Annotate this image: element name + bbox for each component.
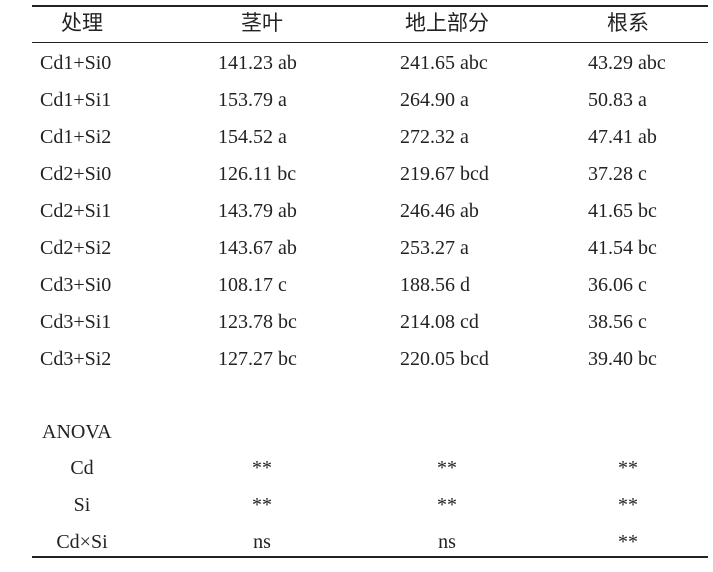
row-label: Cd3+Si1	[40, 311, 112, 333]
row-label: Cd1+Si0	[40, 52, 112, 74]
data-cell: 253.27 a	[400, 237, 469, 259]
data-cell: 38.56 c	[588, 311, 647, 333]
anova-label: Si	[73, 494, 91, 516]
data-cell: 214.08 cd	[400, 311, 479, 333]
data-cell: 272.32 a	[400, 126, 469, 148]
top-rule	[32, 5, 708, 7]
header-rule	[32, 42, 708, 43]
anova-cell: ns	[438, 531, 456, 553]
anova-label: Cd	[70, 457, 94, 479]
data-cell: 41.65 bc	[588, 200, 657, 222]
anova-title: ANOVA	[42, 421, 112, 443]
data-cell: 37.28 c	[588, 163, 647, 185]
header-cell: 茎叶	[241, 11, 283, 35]
anova-cell: **	[252, 494, 272, 516]
data-cell: 108.17 c	[218, 274, 287, 296]
row-label: Cd2+Si0	[40, 163, 112, 185]
data-cell: 41.54 bc	[588, 237, 657, 259]
data-cell: 127.27 bc	[218, 348, 297, 370]
data-cell: 47.41 ab	[588, 126, 657, 148]
anova-cell: **	[437, 457, 457, 479]
row-label: Cd3+Si0	[40, 274, 112, 296]
anova-label: Cd×Si	[56, 531, 108, 553]
data-cell: 43.29 abc	[588, 52, 666, 74]
row-label: Cd3+Si2	[40, 348, 112, 370]
data-cell: 154.52 a	[218, 126, 287, 148]
anova-cell: **	[618, 531, 638, 553]
data-cell: 246.46 ab	[400, 200, 479, 222]
data-cell: 143.79 ab	[218, 200, 297, 222]
anova-cell: **	[618, 494, 638, 516]
header-cell: 处理	[61, 11, 103, 35]
anova-cell: **	[618, 457, 638, 479]
anova-cell: **	[252, 457, 272, 479]
row-label: Cd1+Si1	[40, 89, 112, 111]
data-cell: 220.05 bcd	[400, 348, 489, 370]
data-cell: 143.67 ab	[218, 237, 297, 259]
anova-cell: **	[437, 494, 457, 516]
anova-cell: ns	[253, 531, 271, 553]
data-cell: 219.67 bcd	[400, 163, 489, 185]
header-cell: 根系	[607, 11, 649, 35]
bottom-rule	[32, 556, 708, 558]
data-cell: 241.65 abc	[400, 52, 488, 74]
row-label: Cd2+Si2	[40, 237, 112, 259]
data-cell: 50.83 a	[588, 89, 647, 111]
data-cell: 36.06 c	[588, 274, 647, 296]
data-cell: 264.90 a	[400, 89, 469, 111]
data-cell: 39.40 bc	[588, 348, 657, 370]
data-cell: 126.11 bc	[218, 163, 297, 185]
data-cell: 123.78 bc	[218, 311, 297, 333]
row-label: Cd2+Si1	[40, 200, 112, 222]
data-cell: 188.56 d	[400, 274, 470, 296]
row-label: Cd1+Si2	[40, 126, 112, 148]
data-cell: 141.23 ab	[218, 52, 297, 74]
data-cell: 153.79 a	[218, 89, 287, 111]
header-cell: 地上部分	[405, 11, 489, 35]
